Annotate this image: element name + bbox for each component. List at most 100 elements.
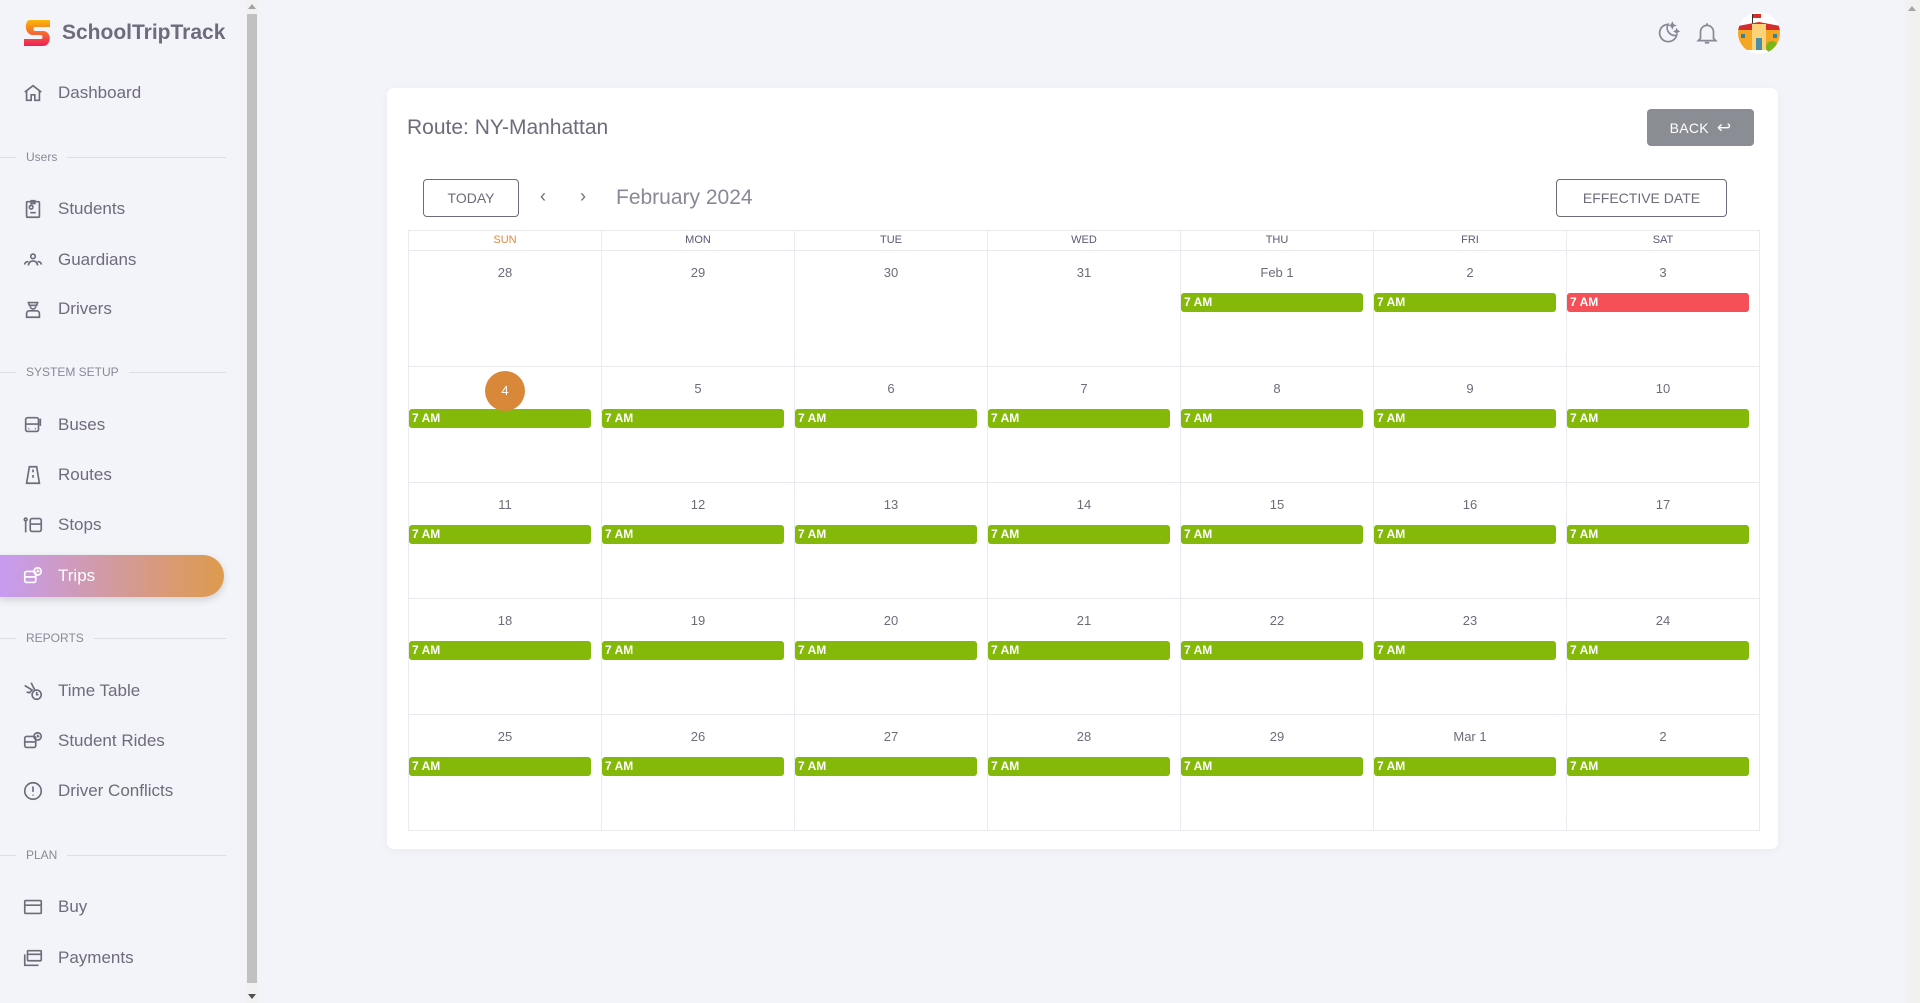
- date-number[interactable]: 30: [883, 265, 899, 280]
- day-cell[interactable]: 7 AM 7: [988, 367, 1181, 482]
- day-cell[interactable]: 7 AM 18: [409, 599, 602, 714]
- sidebar-item-students[interactable]: Students: [0, 188, 224, 230]
- date-number[interactable]: 10: [1655, 381, 1671, 396]
- day-cell[interactable]: 7 AM 11: [409, 483, 602, 598]
- date-number[interactable]: 9: [1466, 381, 1474, 396]
- sidebar-item-guardians[interactable]: Guardians: [0, 239, 224, 281]
- day-cell[interactable]: 7 AM 29: [1181, 715, 1374, 830]
- moon-stars-icon[interactable]: [1655, 20, 1681, 46]
- date-number[interactable]: 18: [497, 613, 513, 628]
- day-cell[interactable]: 7 AM 13: [795, 483, 988, 598]
- day-cell[interactable]: 7 AM 19: [602, 599, 795, 714]
- day-cell[interactable]: 7 AM 25: [409, 715, 602, 830]
- date-number[interactable]: Feb 1: [1260, 265, 1294, 280]
- date-number[interactable]: 5: [694, 381, 702, 396]
- sidebar-item-driver-conflicts[interactable]: Driver Conflicts: [0, 770, 224, 812]
- next-month-button[interactable]: ›: [573, 186, 593, 207]
- day-cell[interactable]: 7 AM 14: [988, 483, 1181, 598]
- trip-event[interactable]: 7 AM: [602, 757, 784, 776]
- day-cell[interactable]: 7 AM 8: [1181, 367, 1374, 482]
- date-number[interactable]: 2: [1659, 729, 1667, 744]
- day-cell[interactable]: 7 AM 4: [409, 367, 602, 482]
- day-cell[interactable]: 7 AM 21: [988, 599, 1181, 714]
- day-cell[interactable]: 7 AM 15: [1181, 483, 1374, 598]
- date-number[interactable]: 31: [1076, 265, 1092, 280]
- trip-event[interactable]: 7 AM: [409, 641, 591, 660]
- date-number[interactable]: 19: [690, 613, 706, 628]
- date-number[interactable]: 13: [883, 497, 899, 512]
- date-number[interactable]: 22: [1269, 613, 1285, 628]
- date-number[interactable]: Mar 1: [1453, 729, 1487, 744]
- trip-event[interactable]: 7 AM: [988, 641, 1170, 660]
- today-button[interactable]: TODAY: [423, 179, 519, 217]
- date-number[interactable]: 29: [1269, 729, 1285, 744]
- day-cell[interactable]: 7 AM 20: [795, 599, 988, 714]
- date-number[interactable]: 28: [497, 265, 513, 280]
- day-cell[interactable]: 7 AM 16: [1374, 483, 1567, 598]
- trip-event[interactable]: 7 AM: [1181, 409, 1363, 428]
- sidebar-item-buses[interactable]: Buses: [0, 404, 224, 446]
- page-scrollbar[interactable]: [1905, 0, 1920, 1003]
- sidebar-item-payments[interactable]: Payments: [0, 937, 224, 979]
- day-cell[interactable]: 7 AM Mar 1: [1374, 715, 1567, 830]
- day-cell[interactable]: 7 AM 12: [602, 483, 795, 598]
- day-cell[interactable]: 7 AM 2: [1567, 715, 1759, 830]
- date-number[interactable]: 27: [883, 729, 899, 744]
- date-number[interactable]: 11: [498, 497, 512, 512]
- day-cell[interactable]: 30: [795, 251, 988, 366]
- day-cell[interactable]: 7 AM 26: [602, 715, 795, 830]
- trip-event[interactable]: 7 AM: [988, 757, 1170, 776]
- day-cell[interactable]: 7 AM 5: [602, 367, 795, 482]
- sidebar-item-buy[interactable]: Buy: [0, 886, 224, 928]
- trip-event[interactable]: 7 AM: [409, 409, 591, 428]
- trip-event[interactable]: 7 AM: [1181, 293, 1363, 312]
- trip-event[interactable]: 7 AM: [795, 757, 977, 776]
- trip-event[interactable]: 7 AM: [1374, 525, 1556, 544]
- trip-event[interactable]: 7 AM: [602, 409, 784, 428]
- trip-event[interactable]: 7 AM: [988, 409, 1170, 428]
- trip-event[interactable]: 7 AM: [988, 525, 1170, 544]
- trip-event[interactable]: 7 AM: [409, 757, 591, 776]
- date-number[interactable]: 8: [1273, 381, 1281, 396]
- date-number[interactable]: 6: [887, 381, 895, 396]
- date-number[interactable]: 20: [883, 613, 899, 628]
- trip-event[interactable]: 7 AM: [1374, 757, 1556, 776]
- day-cell[interactable]: 31: [988, 251, 1181, 366]
- trip-event[interactable]: 7 AM: [1374, 641, 1556, 660]
- date-number[interactable]: 21: [1076, 613, 1092, 628]
- sidebar-item-time-table[interactable]: Time Table: [0, 670, 224, 712]
- sidebar-item-stops[interactable]: Stops: [0, 504, 224, 546]
- trip-event[interactable]: 7 AM: [1374, 409, 1556, 428]
- trip-event-alert[interactable]: 7 AM: [1567, 293, 1749, 312]
- day-cell[interactable]: 7 AM 9: [1374, 367, 1567, 482]
- date-number[interactable]: 29: [690, 265, 706, 280]
- day-cell[interactable]: 7 AM 23: [1374, 599, 1567, 714]
- day-cell[interactable]: 7 AM 22: [1181, 599, 1374, 714]
- avatar[interactable]: [1738, 12, 1780, 54]
- date-number[interactable]: 26: [690, 729, 706, 744]
- date-number[interactable]: 3: [1659, 265, 1667, 280]
- date-number[interactable]: 23: [1462, 613, 1478, 628]
- day-cell[interactable]: 7 AM 3: [1567, 251, 1759, 366]
- trip-event[interactable]: 7 AM: [1567, 757, 1749, 776]
- day-cell[interactable]: 7 AM 10: [1567, 367, 1759, 482]
- trip-event[interactable]: 7 AM: [1181, 525, 1363, 544]
- trip-event[interactable]: 7 AM: [1181, 757, 1363, 776]
- sidebar-item-student-rides[interactable]: Student Rides: [0, 720, 224, 762]
- bell-icon[interactable]: [1694, 20, 1720, 46]
- back-button[interactable]: BACK ↩: [1647, 109, 1754, 146]
- trip-event[interactable]: 7 AM: [602, 641, 784, 660]
- date-number[interactable]: 17: [1655, 497, 1671, 512]
- today-date-number[interactable]: 4: [485, 371, 525, 411]
- day-cell[interactable]: 7 AM 24: [1567, 599, 1759, 714]
- trip-event[interactable]: 7 AM: [1567, 641, 1749, 660]
- trip-event[interactable]: 7 AM: [795, 409, 977, 428]
- trip-event[interactable]: 7 AM: [1181, 641, 1363, 660]
- date-number[interactable]: 14: [1076, 497, 1092, 512]
- trip-event[interactable]: 7 AM: [795, 525, 977, 544]
- trip-event[interactable]: 7 AM: [1567, 409, 1749, 428]
- day-cell[interactable]: 7 AM 2: [1374, 251, 1567, 366]
- trip-event[interactable]: 7 AM: [795, 641, 977, 660]
- day-cell[interactable]: 7 AM 17: [1567, 483, 1759, 598]
- sidebar-item-trips[interactable]: Trips: [0, 555, 224, 597]
